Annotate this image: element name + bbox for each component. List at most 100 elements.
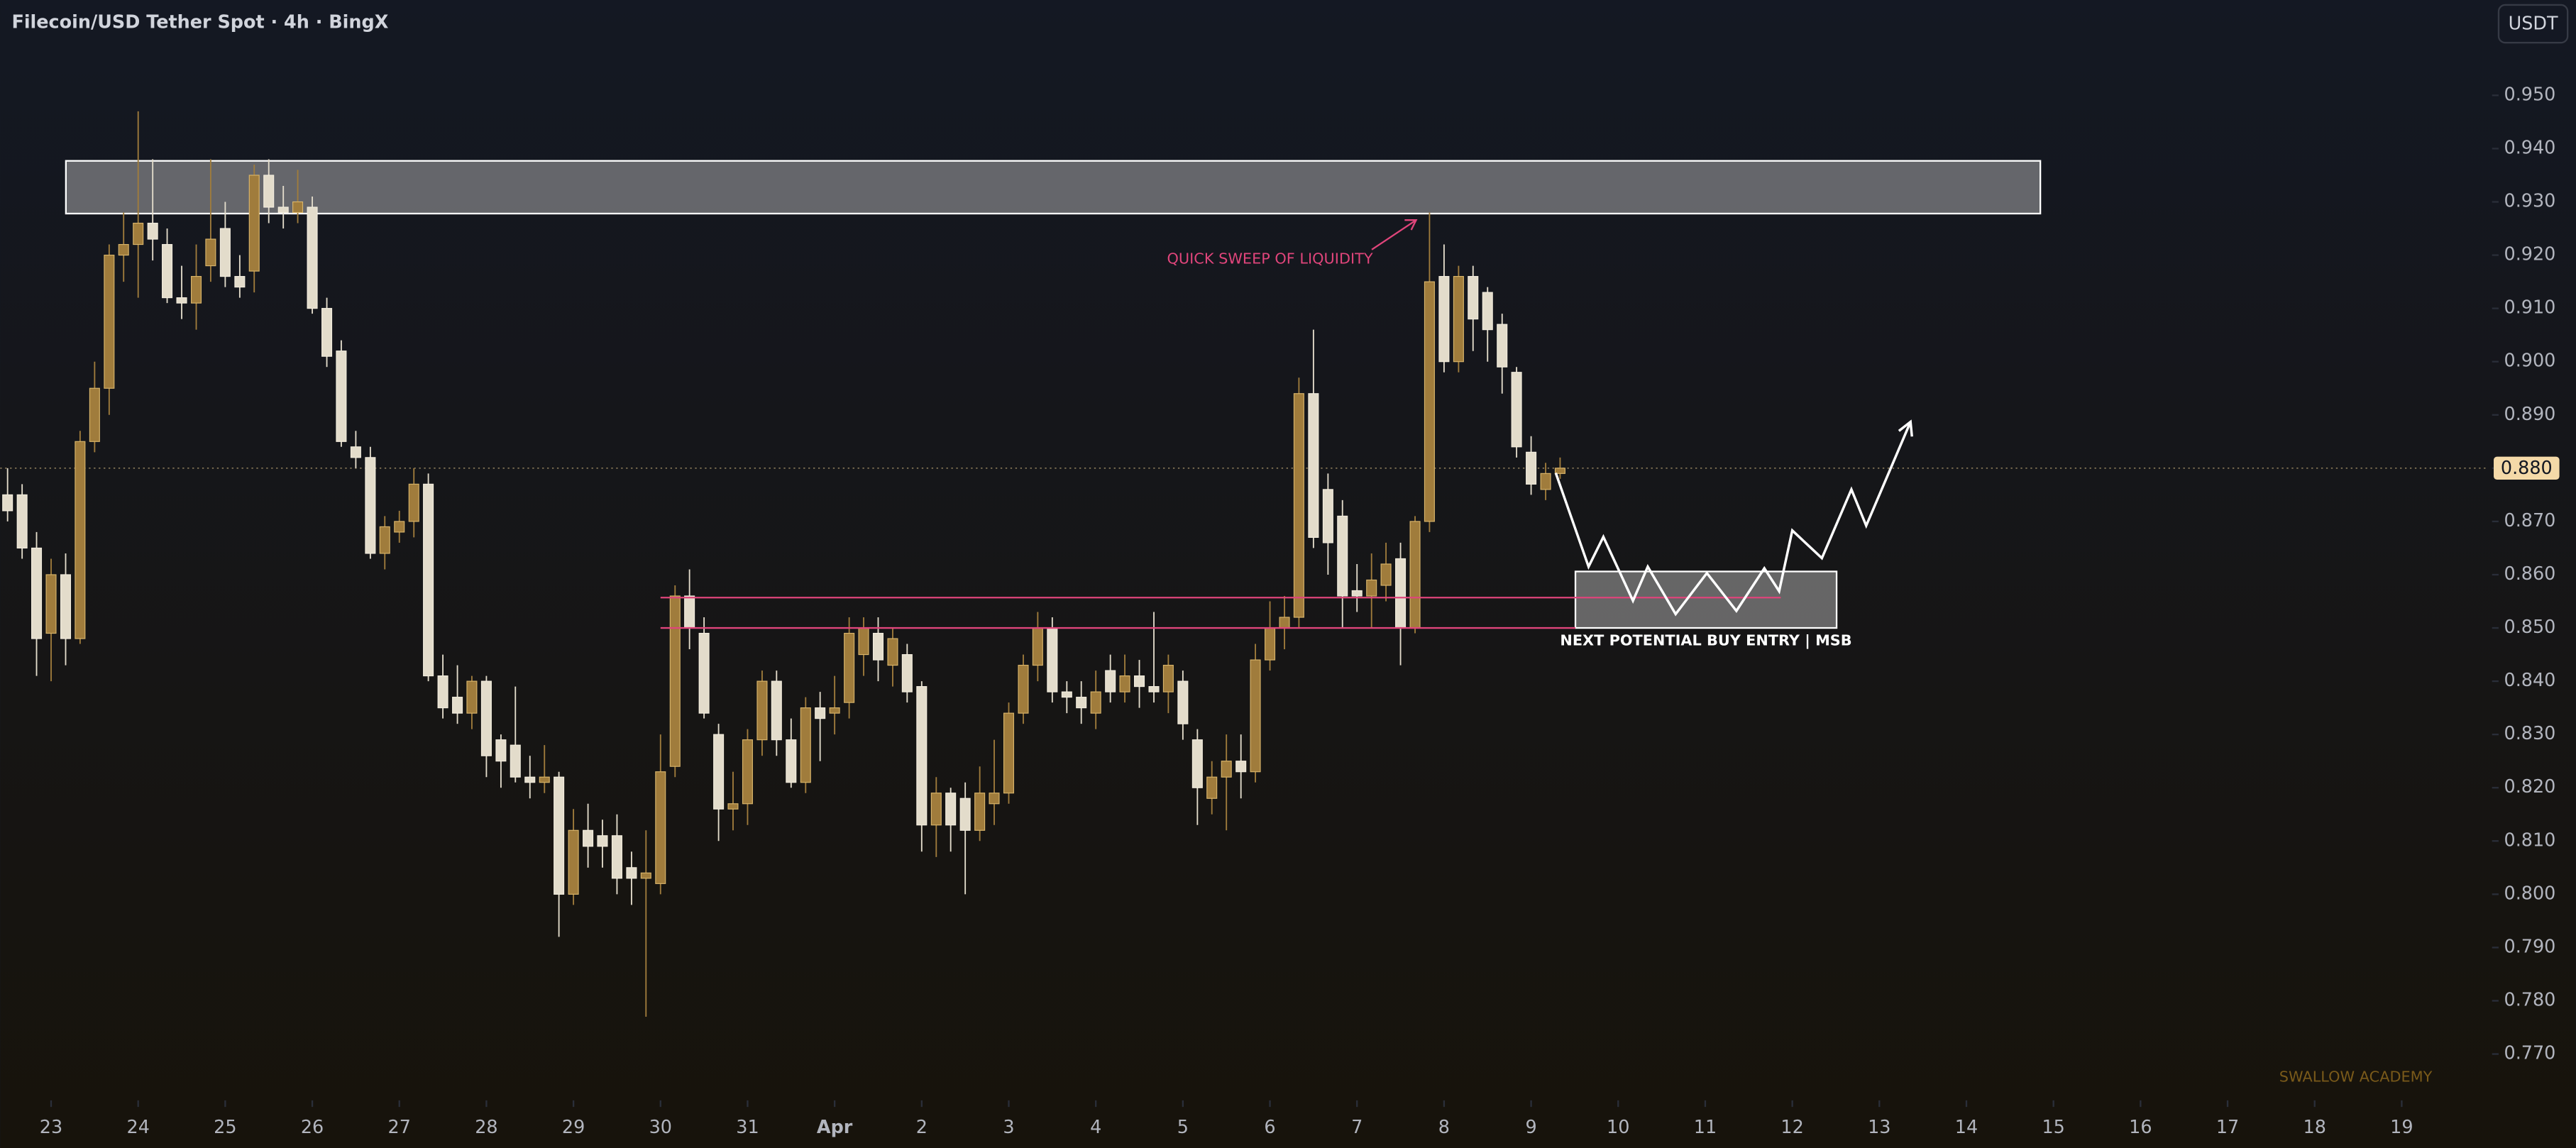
x-tick-label: 3	[1003, 1117, 1014, 1138]
candle-body	[321, 308, 333, 357]
candle-body	[974, 793, 986, 831]
y-tick-label: 0.940	[2504, 137, 2556, 158]
y-tick-label: 0.830	[2504, 723, 2556, 744]
candle-body	[336, 351, 347, 442]
candle-body	[16, 494, 28, 549]
candle-body	[1119, 675, 1130, 692]
x-tick-label: 27	[388, 1117, 411, 1138]
currency-button[interactable]	[2497, 4, 2569, 44]
annotation-arrowhead	[1404, 219, 1418, 231]
candle-body	[1395, 558, 1407, 629]
x-tick-label: 2	[916, 1117, 928, 1138]
candle-body	[495, 739, 507, 762]
x-tick-label: 31	[736, 1117, 759, 1138]
y-tick-label: 0.890	[2504, 404, 2556, 425]
candle-body	[669, 595, 681, 767]
x-tick-label: 12	[1780, 1117, 1803, 1138]
candle-body	[611, 835, 622, 879]
candle-body	[713, 734, 725, 810]
y-tick-label: 0.950	[2504, 84, 2556, 105]
candle-body	[829, 707, 840, 714]
candle-body	[350, 446, 361, 458]
zone-label: NEXT POTENTIAL BUY ENTRY | MSB	[1560, 632, 1851, 650]
x-tick-label: 19	[2390, 1117, 2413, 1138]
overlay-layer: 0.770 0.780 0.790 0.800 0.810 0.820 0.830 0.840…	[40, 84, 2560, 1138]
candle-body	[815, 707, 826, 719]
x-tick-label: 5	[1177, 1117, 1189, 1138]
candle-body	[263, 175, 275, 208]
candle-body	[684, 595, 695, 629]
candle-body	[205, 238, 216, 267]
candle-body	[640, 872, 651, 879]
candle-body	[1511, 372, 1522, 448]
candle-body	[104, 254, 115, 389]
candle-body	[1032, 627, 1043, 666]
candle-body	[31, 547, 43, 639]
candle-body	[1003, 712, 1015, 794]
candle-body	[510, 744, 521, 778]
candle-body	[1453, 276, 1464, 363]
candle-body	[1468, 276, 1479, 320]
candle-body	[1235, 761, 1247, 773]
annotation-text: QUICK SWEEP OF LIQUIDITY	[1167, 250, 1372, 267]
candle-body	[1047, 627, 1058, 692]
y-tick-label: 0.800	[2504, 883, 2556, 904]
x-tick-label: 29	[562, 1117, 585, 1138]
watermark: SWALLOW ACADEMY	[2279, 1068, 2433, 1085]
candle-body	[1018, 665, 1029, 714]
candle-body	[1279, 617, 1290, 629]
candle-body	[45, 574, 57, 634]
candle-body	[394, 521, 405, 533]
x-tick-label: 7	[1351, 1117, 1363, 1138]
x-tick-label: 23	[40, 1117, 62, 1138]
candle-body	[191, 276, 202, 304]
candle-body	[1540, 473, 1551, 490]
candle-body	[379, 526, 390, 554]
currency-label[interactable]: USDT	[2509, 13, 2558, 35]
candle-body	[89, 387, 100, 442]
candle-body	[1482, 292, 1493, 331]
y-tick-label: 0.870	[2504, 510, 2556, 531]
candle-body	[1090, 691, 1101, 714]
candle-body	[1206, 776, 1218, 799]
y-tick-label: 0.850	[2504, 617, 2556, 638]
x-tick-label: 9	[1525, 1117, 1536, 1138]
candle-body	[742, 739, 753, 805]
x-tick-label: 14	[1955, 1117, 1978, 1138]
x-tick-label: 28	[475, 1117, 497, 1138]
y-tick-label: 0.930	[2504, 191, 2556, 212]
zones-layer	[0, 94, 2499, 1108]
candle-body	[133, 222, 144, 245]
x-tick-label: 18	[2303, 1117, 2326, 1138]
candle-body	[1133, 675, 1145, 688]
y-tick-label: 0.810	[2504, 829, 2556, 851]
candle-body	[800, 707, 811, 783]
candle-body	[423, 483, 434, 677]
candle-body	[583, 829, 594, 847]
candle-body	[1424, 281, 1435, 522]
candle-body	[307, 206, 318, 309]
candle-body	[756, 680, 768, 741]
candle-body	[1526, 451, 1537, 485]
last-price-label: 0.880	[2501, 458, 2553, 479]
x-tick-label: 24	[127, 1117, 150, 1138]
candle-body	[248, 175, 260, 272]
projection-arrowhead	[1898, 419, 1913, 437]
candle-body	[1409, 521, 1421, 629]
x-tick-label: 4	[1090, 1117, 1101, 1138]
y-tick-label: 0.820	[2504, 776, 2556, 797]
zone	[65, 160, 2042, 215]
y-tick-label: 0.840	[2504, 670, 2556, 691]
candle-body	[1438, 276, 1450, 363]
candle-body	[437, 675, 448, 709]
x-tick-label: 15	[2042, 1117, 2064, 1138]
x-tick-label: 17	[2216, 1117, 2239, 1138]
y-tick-label: 0.860	[2504, 563, 2556, 585]
candle-body	[1061, 691, 1072, 698]
candle-body	[698, 632, 710, 714]
candle-body	[727, 803, 739, 810]
candle-body	[1221, 761, 1232, 778]
candle-body	[365, 457, 376, 554]
y-tick-label: 0.780	[2504, 989, 2556, 1010]
